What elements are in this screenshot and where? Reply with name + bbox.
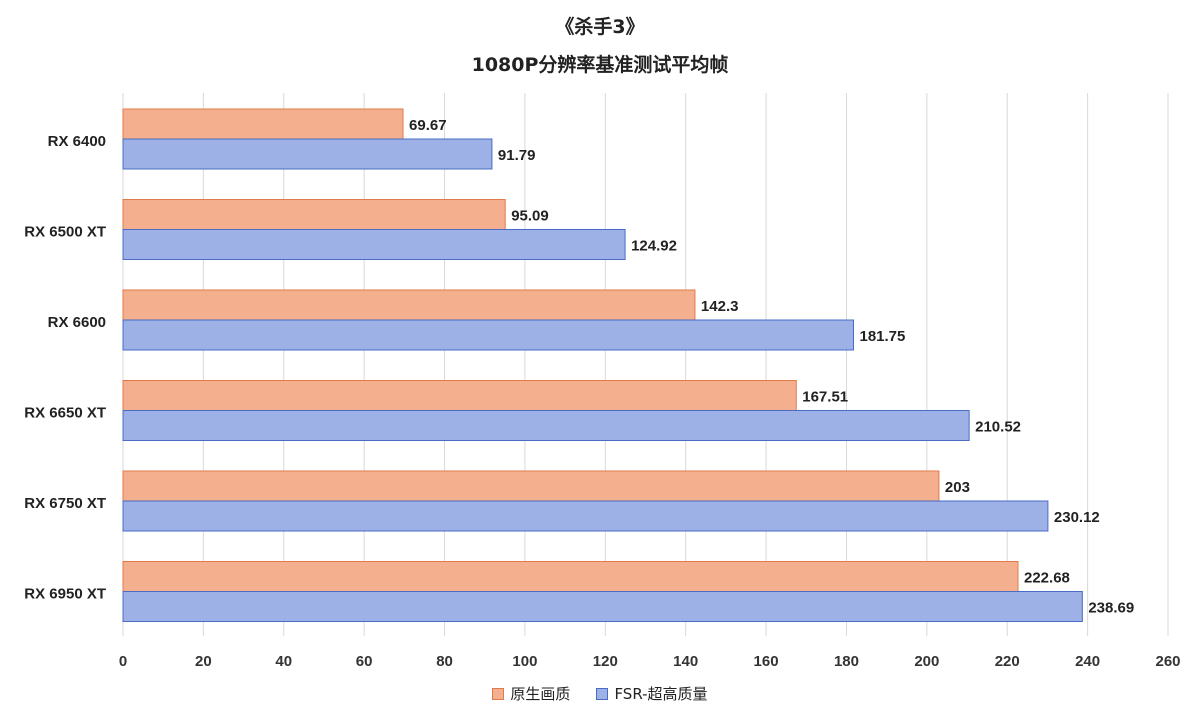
legend-item-native: 原生画质 xyxy=(492,683,570,704)
bar-fsr xyxy=(122,500,1049,532)
chart-title: 《杀手3》 xyxy=(555,16,645,38)
x-tick-label: 60 xyxy=(356,653,373,670)
bar-fsr xyxy=(122,138,493,170)
x-tick-label: 80 xyxy=(436,653,453,670)
bar-native xyxy=(122,289,696,321)
x-tick-label: 200 xyxy=(914,653,939,670)
data-label-native: 95.09 xyxy=(511,208,549,225)
bar-fsr xyxy=(122,410,970,441)
category-label: RX 6400 xyxy=(48,133,106,150)
bar-fsr xyxy=(122,319,854,351)
bar-native xyxy=(122,199,506,230)
x-tick-label: 40 xyxy=(275,653,292,670)
data-label-fsr: 210.52 xyxy=(975,419,1021,436)
bar-native xyxy=(122,561,1019,592)
data-label-native: 69.67 xyxy=(409,117,447,134)
category-label: RX 6600 xyxy=(48,314,106,331)
x-tick-label: 240 xyxy=(1075,653,1100,670)
x-tick-label: 100 xyxy=(512,653,537,670)
data-label-native: 222.68 xyxy=(1024,570,1070,587)
x-tick-label: 160 xyxy=(754,653,779,670)
data-label-native: 167.51 xyxy=(802,389,848,406)
x-tick-label: 180 xyxy=(834,653,859,670)
x-tick-label: 220 xyxy=(995,653,1020,670)
data-label-fsr: 181.75 xyxy=(859,328,905,345)
category-label: RX 6950 XT xyxy=(24,586,106,603)
legend-swatch-native xyxy=(492,687,505,700)
chart-subtitle: 1080P分辨率基准测试平均帧 xyxy=(471,54,729,76)
x-tick-label: 120 xyxy=(593,653,618,670)
data-label-fsr: 91.79 xyxy=(498,147,536,164)
legend-label-fsr: FSR-超高质量 xyxy=(614,685,708,703)
legend: 原生画质 FSR-超高质量 xyxy=(0,683,1200,704)
data-label-native: 203 xyxy=(945,479,970,496)
bar-fsr xyxy=(122,229,626,260)
category-label: RX 6650 XT xyxy=(24,405,106,422)
category-label: RX 6750 XT xyxy=(24,495,106,512)
data-label-fsr: 230.12 xyxy=(1054,509,1100,526)
bar-native xyxy=(122,380,797,411)
bar-native xyxy=(122,108,404,140)
legend-item-fsr: FSR-超高质量 xyxy=(596,683,708,704)
bar-fsr xyxy=(122,591,1083,622)
x-tick-label: 20 xyxy=(195,653,212,670)
x-tick-label: 0 xyxy=(119,653,127,670)
x-tick-label: 260 xyxy=(1155,653,1180,670)
data-label-fsr: 238.69 xyxy=(1088,600,1134,617)
legend-label-native: 原生画质 xyxy=(510,685,571,703)
data-label-native: 142.3 xyxy=(701,298,739,315)
data-label-fsr: 124.92 xyxy=(631,238,677,255)
legend-swatch-fsr xyxy=(596,687,609,700)
category-label: RX 6500 XT xyxy=(24,224,106,241)
bar-native xyxy=(122,470,940,502)
x-tick-label: 140 xyxy=(673,653,698,670)
